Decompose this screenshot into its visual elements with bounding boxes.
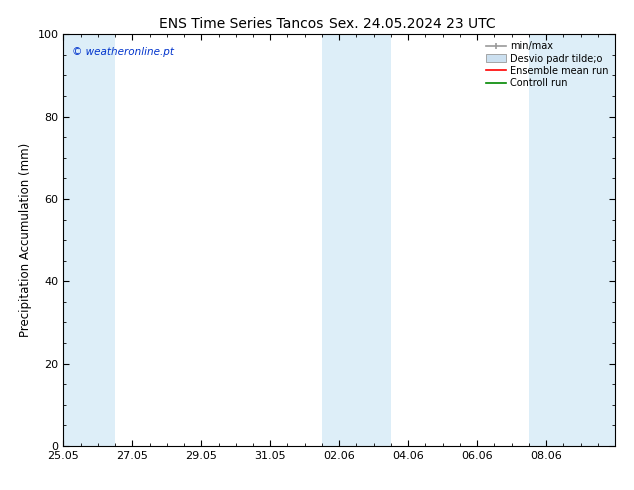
Legend: min/max, Desvio padr tilde;o, Ensemble mean run, Controll run: min/max, Desvio padr tilde;o, Ensemble m… <box>484 39 610 90</box>
Text: Sex. 24.05.2024 23 UTC: Sex. 24.05.2024 23 UTC <box>329 17 495 31</box>
Text: ENS Time Series Tancos: ENS Time Series Tancos <box>158 17 323 31</box>
Bar <box>63 34 115 446</box>
Text: © weatheronline.pt: © weatheronline.pt <box>72 47 174 57</box>
Y-axis label: Precipitation Accumulation (mm): Precipitation Accumulation (mm) <box>19 143 32 337</box>
Bar <box>529 34 615 446</box>
Bar <box>322 34 391 446</box>
